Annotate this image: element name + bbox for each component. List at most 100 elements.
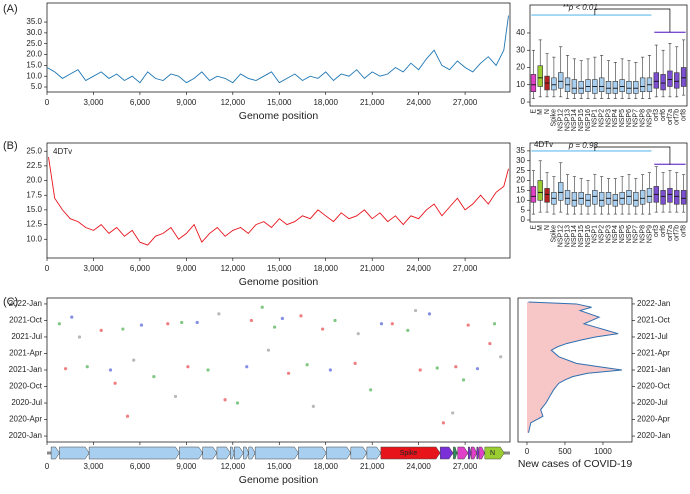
point (299, 314, 303, 318)
category-label: Spike (551, 225, 558, 243)
y-tick-label: 12.5 (26, 220, 42, 229)
category-label: NSP3 (605, 225, 612, 243)
x-tick-label: 3,000 (83, 98, 104, 107)
x-axis-title: Genome position (239, 474, 319, 486)
category-label: NSP13 (564, 109, 571, 131)
x-tick-label: 12,000 (221, 264, 246, 273)
x-tick-label: 3,000 (83, 462, 104, 471)
point (390, 322, 394, 326)
category-label: NSP4 (612, 109, 619, 127)
point (260, 305, 264, 309)
box (592, 190, 598, 205)
y-tick-label: 0 (521, 215, 526, 224)
category-label: NSP9 (646, 225, 653, 243)
category-label: M (537, 109, 544, 115)
point (321, 327, 325, 331)
x-tick-label: 3,000 (83, 264, 104, 273)
x-tick-label: 0 (525, 447, 530, 456)
y-tick-label: 2021-Jan (9, 365, 42, 374)
gene (326, 446, 352, 460)
y-tick-label: 2020-Jul (11, 398, 42, 407)
point (280, 316, 284, 321)
category-label: orf8 (680, 109, 687, 121)
x-tick-label: 12,000 (221, 462, 246, 471)
point (77, 335, 82, 339)
y-tick-label: 25.0 (26, 146, 42, 155)
annotation: p = 0.98 (568, 141, 599, 150)
category-label: NSP9 (646, 109, 653, 127)
box (660, 190, 666, 205)
y-tick-label: 15.0 (26, 205, 42, 214)
box (585, 79, 591, 92)
y-tick-label: 15 (516, 186, 525, 195)
point (63, 367, 68, 371)
plot-frame (529, 4, 688, 107)
point (206, 368, 210, 372)
y-tick-label: 22.5 (26, 161, 42, 170)
point (99, 328, 103, 332)
category-label: NSP5 (619, 225, 626, 243)
y-tick-label: 2020-Oct (9, 382, 43, 391)
gene (298, 446, 327, 460)
gene (233, 446, 244, 460)
point (379, 322, 384, 326)
point (139, 323, 144, 327)
y-tick-label: 2021-Oct (637, 316, 671, 325)
category-label: E (530, 109, 537, 114)
y-tick-label: 35.0 (26, 17, 42, 26)
gene (88, 446, 180, 460)
x-tick-label: 18,000 (313, 462, 338, 471)
gene (478, 446, 485, 460)
point (466, 323, 470, 327)
point (266, 348, 271, 352)
category-label: orf8 (680, 225, 687, 237)
category-label: orf3 (653, 109, 660, 121)
gene (59, 446, 90, 460)
plot-frame (46, 2, 511, 93)
point (85, 365, 89, 369)
point (273, 325, 277, 329)
x-tick-label: 0 (45, 462, 50, 471)
box (537, 180, 543, 201)
x-tick-label: 9,000 (176, 462, 197, 471)
panel-label: (C) (3, 296, 18, 308)
box (537, 65, 543, 87)
box (639, 77, 646, 92)
category-label: Spike (551, 109, 558, 127)
y-tick-label: 35 (516, 146, 525, 155)
x-tick-label: 9,000 (176, 264, 197, 273)
box (571, 79, 578, 94)
point (406, 328, 410, 332)
gene (476, 446, 480, 460)
x-tick-label: 0 (45, 264, 50, 273)
point (132, 358, 136, 362)
box (530, 74, 537, 92)
point (356, 332, 360, 336)
category-label: NSP14 (571, 225, 578, 247)
point (113, 381, 117, 385)
gene (179, 446, 203, 460)
point (488, 341, 492, 346)
x-tick-label: 27,000 (453, 462, 478, 471)
box (598, 77, 605, 92)
category-label: NSP14 (571, 109, 578, 131)
y-tick-label: 20.0 (26, 50, 42, 59)
x-tick-label: 24,000 (406, 462, 431, 471)
point (427, 312, 432, 316)
x-tick-label: 15,000 (267, 98, 292, 107)
point (108, 368, 113, 372)
category-label: NSP6 (626, 225, 633, 243)
x-tick-label: 1000 (594, 447, 612, 456)
y-tick-label: 2021-Oct (9, 316, 43, 325)
y-tick-label: 2020-Jul (637, 398, 668, 407)
point (353, 361, 357, 365)
y-tick-label: 2022-Jan (9, 299, 42, 308)
y-tick-label: 2022-Jan (637, 299, 670, 308)
y-tick-label: 20 (516, 63, 525, 72)
box (633, 192, 639, 207)
point (57, 322, 61, 326)
category-label: N (544, 225, 551, 230)
point (166, 322, 170, 326)
category-label: N (544, 109, 551, 114)
point (305, 363, 309, 367)
